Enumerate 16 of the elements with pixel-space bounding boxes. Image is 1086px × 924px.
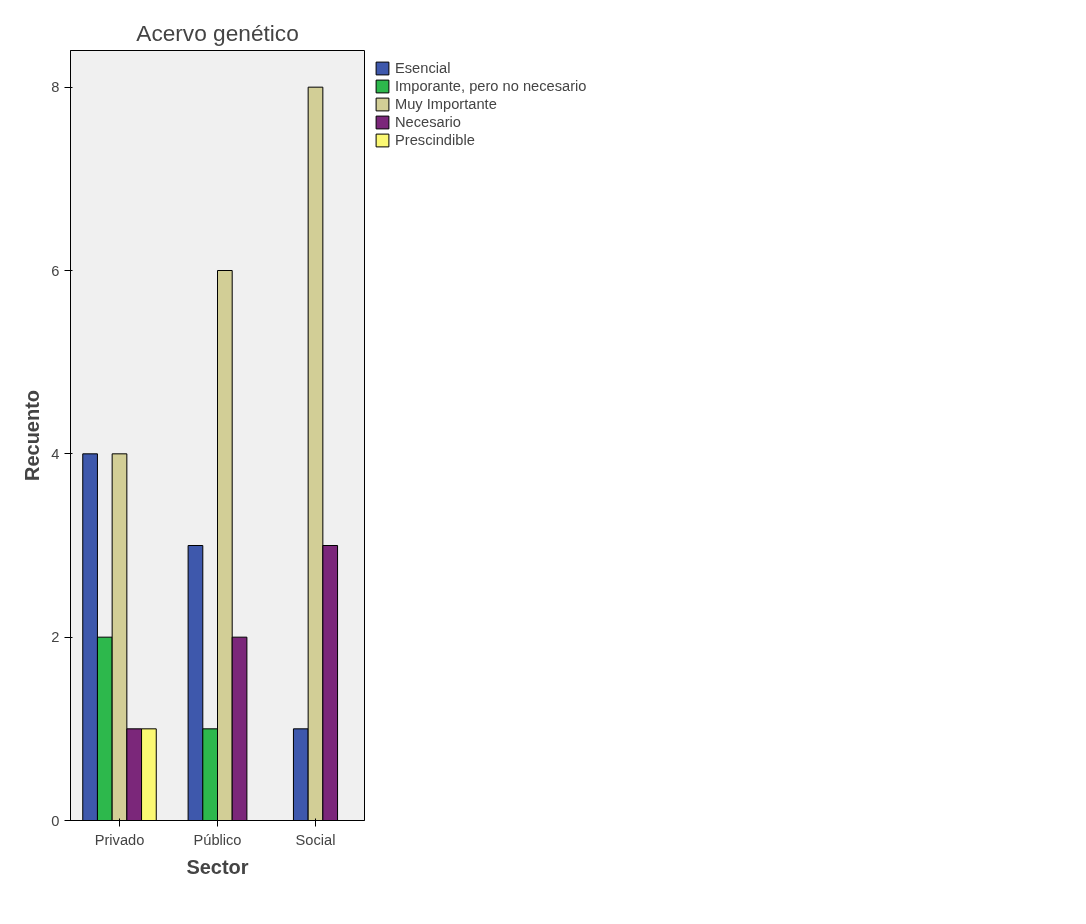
- x-axis-title: Sector: [186, 855, 249, 878]
- x-tick-label: Público: [193, 831, 242, 848]
- legend-label: Muy Importante: [395, 96, 497, 112]
- y-tick-label: 6: [51, 262, 60, 279]
- legend-label: Imporante, pero no necesario: [395, 78, 587, 94]
- y-tick-label: 2: [51, 629, 60, 646]
- x-tick-label: Social: [295, 831, 336, 848]
- chart-title: Acervo genético: [136, 19, 299, 46]
- legend-label: Necesario: [395, 114, 461, 130]
- y-tick-label: 8: [51, 79, 60, 96]
- y-tick-label: 4: [51, 445, 60, 462]
- y-tick-label: 0: [51, 812, 60, 829]
- legend-label: Esencial: [395, 60, 451, 76]
- legend-label: Prescindible: [395, 132, 475, 148]
- y-axis-title: Recuento: [21, 389, 44, 482]
- x-tick-label: Privado: [94, 831, 145, 848]
